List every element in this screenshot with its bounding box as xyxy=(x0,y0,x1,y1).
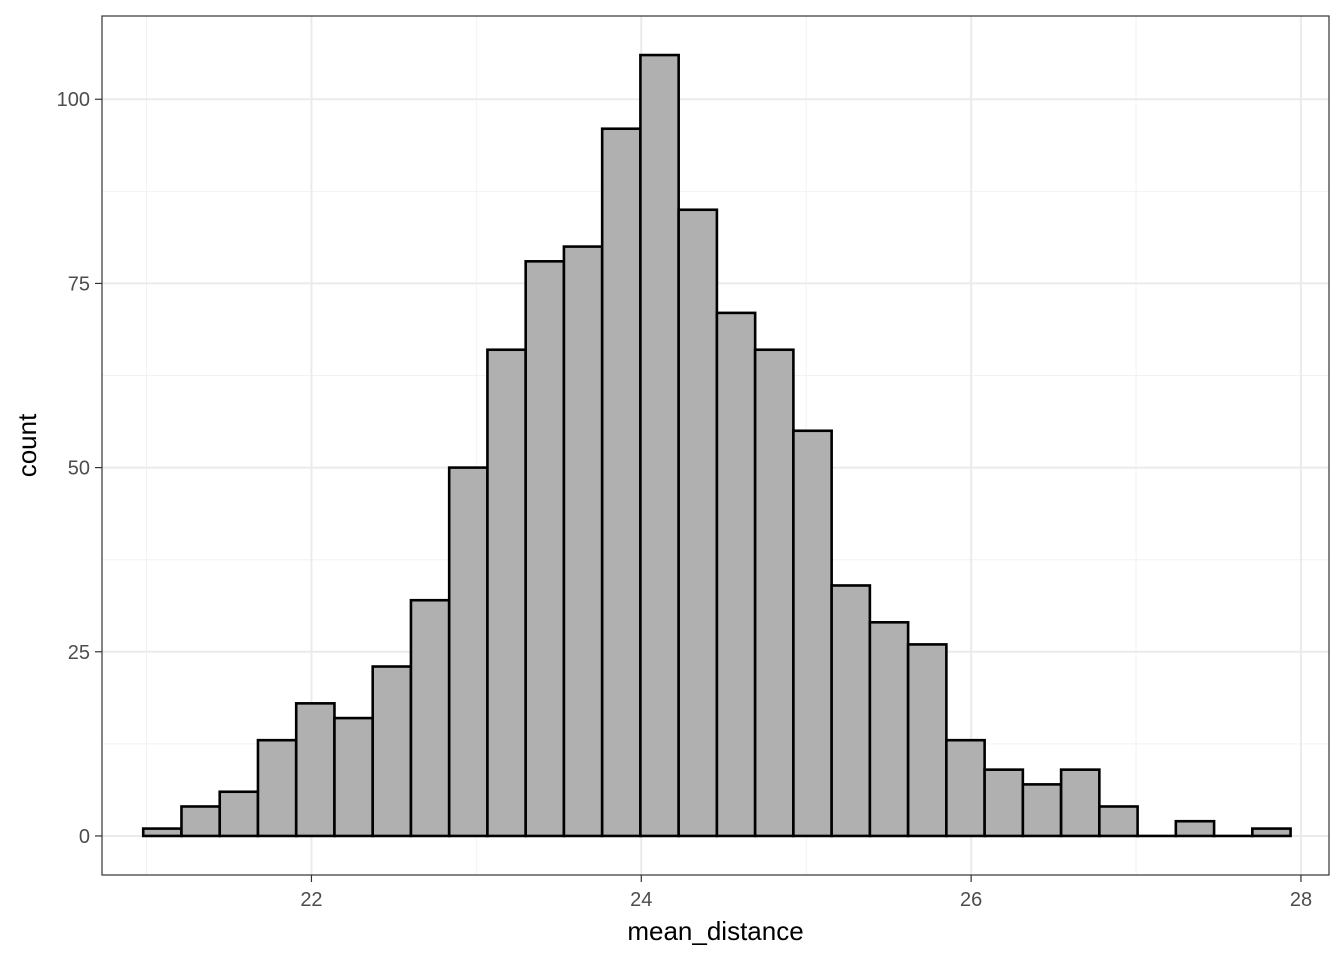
histogram-bar xyxy=(294,702,336,838)
y-tick-label: 75 xyxy=(68,273,90,295)
histogram-bar xyxy=(983,768,1025,838)
histogram-bars xyxy=(141,53,1292,838)
y-axis-title: count xyxy=(12,413,42,477)
y-tick-label: 0 xyxy=(79,826,90,848)
histogram-bar xyxy=(218,790,260,838)
histogram-bar xyxy=(1059,768,1101,838)
y-tick-label: 50 xyxy=(68,458,90,480)
histogram-bar xyxy=(1174,819,1216,838)
x-axis-title: mean_distance xyxy=(627,916,803,946)
y-tick-label: 100 xyxy=(57,89,90,111)
histogram-bar xyxy=(447,466,489,838)
histogram-bar xyxy=(677,208,719,838)
histogram-bar xyxy=(524,260,566,838)
histogram-bar xyxy=(830,584,872,838)
x-tick-label: 22 xyxy=(300,889,322,911)
histogram-bar xyxy=(371,665,413,838)
histogram-bar xyxy=(753,348,795,838)
histogram-bar xyxy=(562,245,604,838)
histogram-bar xyxy=(868,621,910,838)
x-tick-labels: 22 24 26 28 xyxy=(300,889,1312,911)
y-tick-labels: 0 25 50 75 100 xyxy=(57,89,90,848)
histogram-bar xyxy=(906,643,948,838)
histogram-bar xyxy=(141,827,183,838)
histogram-bar xyxy=(792,429,833,838)
histogram-bar xyxy=(1251,827,1292,838)
x-tick-label: 24 xyxy=(630,889,652,911)
histogram-bar xyxy=(945,738,986,838)
histogram-bar xyxy=(1098,805,1139,838)
histogram-bar xyxy=(486,348,527,838)
histogram-bar xyxy=(409,598,451,838)
y-tick-label: 25 xyxy=(68,642,90,664)
histogram-bar xyxy=(1021,783,1063,838)
histogram-bar xyxy=(639,53,680,838)
histogram-bar xyxy=(600,127,642,838)
panel-border xyxy=(101,15,1330,876)
x-tick-label: 26 xyxy=(960,889,982,911)
histogram-bar xyxy=(180,805,222,838)
histogram-bar xyxy=(333,716,374,838)
histogram-bar xyxy=(715,311,757,838)
axis-ticks xyxy=(95,98,1302,882)
x-tick-label: 28 xyxy=(1290,889,1312,911)
histogram-bar xyxy=(256,738,298,838)
